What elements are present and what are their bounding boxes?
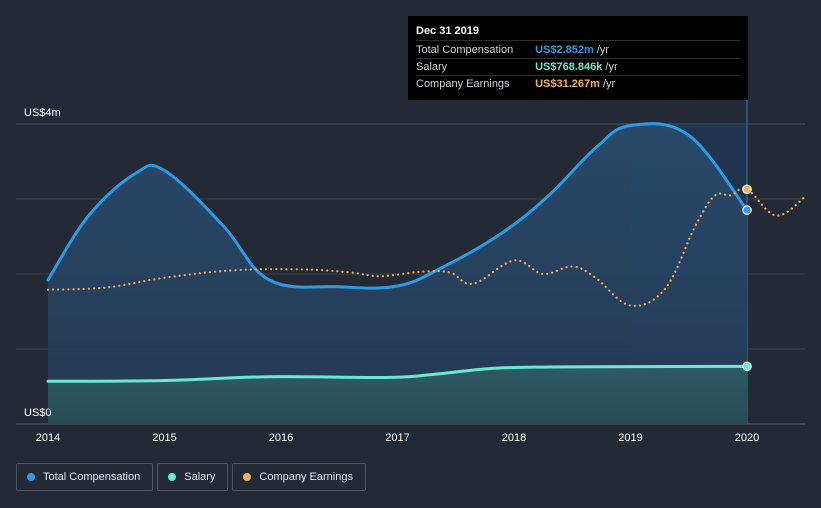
salary-point [742, 361, 752, 372]
tooltip-unit: /yr [596, 44, 610, 56]
tooltip-date: Dec 31 2019 [416, 24, 740, 41]
tooltip-label: Company Earnings [416, 78, 510, 90]
legend-item-total-compensation[interactable]: Total Compensation [16, 463, 154, 491]
legend-item-salary[interactable]: Salary [157, 463, 229, 491]
legend-dot-icon [243, 473, 252, 481]
tooltip-row-company-earnings: Company Earnings US$31.267m /yr [416, 76, 740, 92]
legend-label: Salary [184, 471, 216, 483]
tooltip-unit: /yr [605, 61, 618, 73]
legend-item-company-earnings[interactable]: Company Earnings [232, 463, 366, 491]
x-tick-label: 2019 [618, 432, 642, 444]
tooltip-label: Salary [416, 61, 448, 73]
legend-label: Company Earnings [259, 471, 353, 483]
legend-dot-icon [27, 473, 35, 481]
x-tick-label: 2020 [735, 432, 759, 444]
tooltip-value: US$31.267m [535, 78, 600, 90]
y-tick-label: US$0 [24, 407, 52, 419]
salary-line [46, 364, 749, 383]
x-tick-label: 2016 [269, 432, 293, 444]
tooltip-unit: /yr [602, 78, 616, 90]
salary-area [48, 366, 747, 424]
tooltip-value: US$768.846k [535, 61, 603, 73]
total-compensation-area [48, 123, 747, 425]
tooltip: Dec 31 2019 Total Compensation US$2.852m… [408, 16, 748, 100]
company-earnings-point [742, 184, 752, 195]
tooltip-label: Total Compensation [416, 44, 514, 56]
x-tick-label: 2014 [36, 432, 60, 444]
legend: Total Compensation Salary Company Earnin… [16, 463, 366, 491]
total-compensation-point [742, 205, 752, 215]
y-tick-label: US$4m [24, 107, 61, 119]
x-tick-label: 2017 [385, 432, 409, 444]
tooltip-row-total-compensation: Total Compensation US$2.852m /yr [416, 42, 740, 59]
legend-label: Total Compensation [43, 471, 141, 483]
legend-dot-icon [168, 473, 177, 481]
x-tick-label: 2018 [502, 432, 526, 444]
x-tick-label: 2015 [152, 432, 176, 444]
total-compensation-line [46, 122, 749, 290]
tooltip-value: US$2.852m [535, 44, 594, 56]
tooltip-row-salary: Salary US$768.846k /yr [416, 59, 740, 76]
